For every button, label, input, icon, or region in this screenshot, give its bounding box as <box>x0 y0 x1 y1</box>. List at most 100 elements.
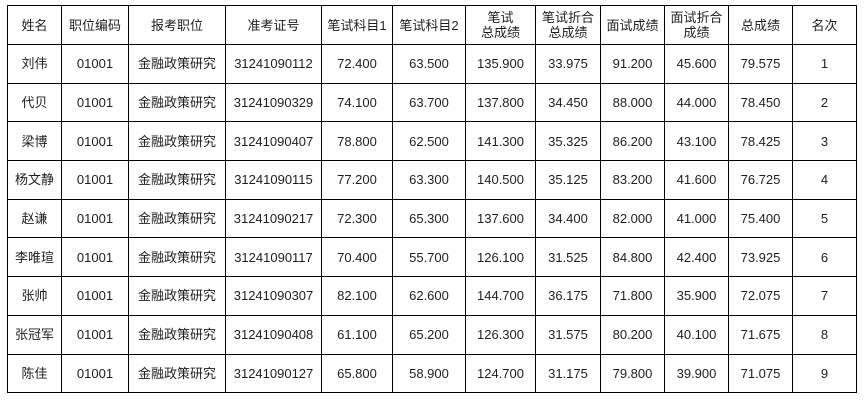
cell-interview-score: 79.800 <box>600 353 665 394</box>
cell-interview-score: 84.800 <box>600 237 665 278</box>
cell-total-score: 79.575 <box>728 44 793 84</box>
table-row: 张帅 01001 金融政策研究 31241090307 82.100 62.600 144.… <box>7 276 857 316</box>
cell-written-weighted: 35.325 <box>535 121 601 162</box>
cell-written-subject-2: 65.300 <box>392 198 466 239</box>
cell-rank: 3 <box>792 121 857 162</box>
cell-written-total: 137.600 <box>465 198 536 239</box>
header-written-total: 笔试 总成绩 <box>465 5 536 45</box>
cell-ticket-number: 31241090127 <box>225 353 322 394</box>
score-table: 姓名 职位编码 报考职位 准考证号 笔试科目1 笔试科目2 笔试 总成绩 笔试折合 总成绩 面试成绩… <box>7 5 857 394</box>
cell-written-total: 126.100 <box>465 237 536 278</box>
cell-interview-weighted: 39.900 <box>664 353 729 394</box>
cell-position-code: 01001 <box>61 44 129 84</box>
cell-written-subject-1: 65.800 <box>321 353 393 394</box>
cell-written-subject-2: 65.200 <box>392 314 466 355</box>
cell-name: 张冠军 <box>7 314 62 355</box>
cell-position: 金融政策研究 <box>128 198 226 239</box>
cell-position: 金融政策研究 <box>128 353 226 394</box>
header-written-subject-2: 笔试科目2 <box>392 5 466 45</box>
cell-written-subject-2: 62.500 <box>392 121 466 162</box>
cell-written-subject-2: 63.500 <box>392 44 466 84</box>
cell-written-subject-1: 77.200 <box>321 160 393 200</box>
cell-position: 金融政策研究 <box>128 237 226 278</box>
table-row: 李唯瑄 01001 金融政策研究 31241090117 70.400 55.700 126… <box>7 237 857 278</box>
cell-written-total: 141.300 <box>465 121 536 162</box>
cell-rank: 8 <box>792 314 857 355</box>
cell-written-subject-1: 70.400 <box>321 237 393 278</box>
cell-written-subject-2: 55.700 <box>392 237 466 278</box>
cell-written-subject-1: 61.100 <box>321 314 393 355</box>
cell-interview-weighted: 42.400 <box>664 237 729 278</box>
cell-written-weighted: 31.575 <box>535 314 601 355</box>
cell-interview-weighted: 43.100 <box>664 121 729 162</box>
cell-interview-score: 80.200 <box>600 314 665 355</box>
cell-rank: 2 <box>792 82 857 123</box>
cell-written-subject-1: 72.300 <box>321 198 393 239</box>
table-row: 刘伟 01001 金融政策研究 31241090112 72.400 63.500 135.… <box>7 44 857 84</box>
cell-written-weighted: 31.175 <box>535 353 601 394</box>
cell-ticket-number: 31241090217 <box>225 198 322 239</box>
cell-rank: 4 <box>792 160 857 200</box>
header-total-score: 总成绩 <box>728 5 793 45</box>
cell-total-score: 78.425 <box>728 121 793 162</box>
cell-written-weighted: 34.400 <box>535 198 601 239</box>
header-name: 姓名 <box>7 5 62 45</box>
cell-written-total: 124.700 <box>465 353 536 394</box>
header-interview-weighted: 面试折合 成绩 <box>664 5 729 45</box>
cell-ticket-number: 31241090117 <box>225 237 322 278</box>
table-row: 张冠军 01001 金融政策研究 31241090408 61.100 65.200 126… <box>7 314 857 355</box>
cell-written-weighted: 34.450 <box>535 82 601 123</box>
cell-written-total: 126.300 <box>465 314 536 355</box>
cell-interview-weighted: 44.000 <box>664 82 729 123</box>
table-row: 梁博 01001 金融政策研究 31241090407 78.800 62.500 141.… <box>7 121 857 162</box>
header-ticket-number: 准考证号 <box>225 5 322 45</box>
cell-name: 杨文静 <box>7 160 62 200</box>
cell-written-subject-1: 72.400 <box>321 44 393 84</box>
cell-total-score: 72.075 <box>728 276 793 316</box>
cell-ticket-number: 31241090408 <box>225 314 322 355</box>
table-row: 代贝 01001 金融政策研究 31241090329 74.100 63.700 137.… <box>7 82 857 123</box>
cell-name: 代贝 <box>7 82 62 123</box>
cell-interview-weighted: 35.900 <box>664 276 729 316</box>
cell-name: 李唯瑄 <box>7 237 62 278</box>
cell-position: 金融政策研究 <box>128 44 226 84</box>
cell-written-subject-1: 82.100 <box>321 276 393 316</box>
cell-ticket-number: 31241090112 <box>225 44 322 84</box>
cell-interview-score: 91.200 <box>600 44 665 84</box>
cell-interview-score: 86.200 <box>600 121 665 162</box>
cell-interview-weighted: 41.600 <box>664 160 729 200</box>
cell-rank: 5 <box>792 198 857 239</box>
cell-position-code: 01001 <box>61 82 129 123</box>
cell-rank: 1 <box>792 44 857 84</box>
cell-written-weighted: 31.525 <box>535 237 601 278</box>
cell-total-score: 78.450 <box>728 82 793 123</box>
cell-interview-score: 82.000 <box>600 198 665 239</box>
cell-written-subject-1: 78.800 <box>321 121 393 162</box>
cell-written-weighted: 33.975 <box>535 44 601 84</box>
cell-ticket-number: 31241090329 <box>225 82 322 123</box>
cell-position-code: 01001 <box>61 237 129 278</box>
cell-written-weighted: 36.175 <box>535 276 601 316</box>
cell-interview-weighted: 40.100 <box>664 314 729 355</box>
cell-position: 金融政策研究 <box>128 82 226 123</box>
cell-position-code: 01001 <box>61 121 129 162</box>
header-written-weighted: 笔试折合 总成绩 <box>535 5 601 45</box>
cell-ticket-number: 31241090407 <box>225 121 322 162</box>
cell-ticket-number: 31241090115 <box>225 160 322 200</box>
table-row: 杨文静 01001 金融政策研究 31241090115 77.200 63.300 140… <box>7 160 857 200</box>
cell-position-code: 01001 <box>61 160 129 200</box>
cell-interview-score: 83.200 <box>600 160 665 200</box>
cell-interview-weighted: 45.600 <box>664 44 729 84</box>
cell-rank: 7 <box>792 276 857 316</box>
cell-interview-weighted: 41.000 <box>664 198 729 239</box>
cell-rank: 6 <box>792 237 857 278</box>
cell-written-total: 137.800 <box>465 82 536 123</box>
cell-interview-score: 88.000 <box>600 82 665 123</box>
cell-total-score: 71.075 <box>728 353 793 394</box>
cell-name: 张帅 <box>7 276 62 316</box>
table-row: 赵谦 01001 金融政策研究 31241090217 72.300 65.300 137.… <box>7 198 857 239</box>
cell-position: 金融政策研究 <box>128 276 226 316</box>
header-position: 报考职位 <box>128 5 226 45</box>
header-written-subject-1: 笔试科目1 <box>321 5 393 45</box>
cell-written-subject-1: 74.100 <box>321 82 393 123</box>
